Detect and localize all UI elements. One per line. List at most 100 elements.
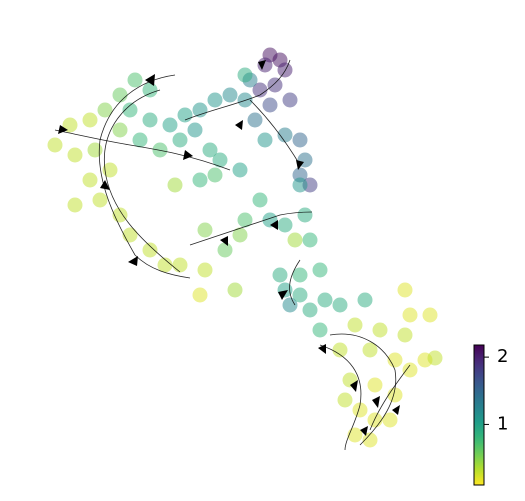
point (172, 257, 188, 273)
arrow (220, 236, 228, 246)
point (247, 112, 263, 128)
arrow (392, 405, 400, 415)
point (427, 350, 443, 366)
point (332, 297, 348, 313)
streamline (189, 211, 313, 246)
point (62, 117, 78, 133)
streamline (184, 59, 291, 121)
streamlines (54, 59, 411, 451)
point (207, 92, 223, 108)
point (112, 122, 128, 138)
point (387, 352, 403, 368)
point (352, 402, 368, 418)
point (292, 267, 308, 283)
point (312, 322, 328, 338)
point (67, 147, 83, 163)
point (267, 77, 283, 93)
point (142, 82, 158, 98)
point (237, 67, 253, 83)
point (367, 412, 383, 428)
point (197, 262, 213, 278)
point (292, 177, 308, 193)
arrow (350, 380, 358, 392)
point (187, 122, 203, 138)
point (142, 112, 158, 128)
arrow (278, 290, 288, 300)
point (192, 287, 208, 303)
point (122, 227, 138, 243)
point (362, 432, 378, 448)
point (67, 197, 83, 213)
point (232, 227, 248, 243)
arrow (235, 120, 243, 130)
point (312, 262, 328, 278)
arrow (58, 125, 68, 134)
point (162, 117, 178, 133)
arrow (318, 344, 326, 354)
streamline (289, 259, 301, 306)
point (82, 112, 98, 128)
point (217, 242, 233, 258)
point (302, 302, 318, 318)
point (317, 292, 333, 308)
arrow (270, 220, 278, 230)
point (252, 192, 268, 208)
point (142, 242, 158, 258)
point (292, 287, 308, 303)
point (102, 162, 118, 178)
point (397, 327, 413, 343)
colorbar-tick-label: 2 (497, 346, 508, 367)
point (127, 72, 143, 88)
arrow (372, 396, 380, 408)
arrow (360, 426, 368, 436)
point (197, 222, 213, 238)
point (272, 267, 288, 283)
point (282, 92, 298, 108)
colorbar (473, 344, 485, 486)
point (372, 322, 388, 338)
point (382, 412, 398, 428)
point (277, 127, 293, 143)
point (287, 232, 303, 248)
point (87, 142, 103, 158)
point (347, 317, 363, 333)
point (257, 132, 273, 148)
point (297, 207, 313, 223)
points (47, 47, 443, 448)
streamline (329, 333, 397, 446)
point (112, 87, 128, 103)
streamline (249, 99, 301, 166)
point (277, 62, 293, 78)
point (232, 162, 248, 178)
arrow (258, 60, 266, 70)
streamline (319, 344, 362, 451)
point (402, 307, 418, 323)
point (282, 297, 298, 313)
point (92, 192, 108, 208)
arrow (296, 160, 304, 170)
streamline (103, 89, 181, 273)
point (292, 132, 308, 148)
point (332, 342, 348, 358)
point (237, 212, 253, 228)
point (122, 102, 138, 118)
point (367, 377, 383, 393)
point (132, 132, 148, 148)
point (262, 97, 278, 113)
point (397, 282, 413, 298)
point (97, 102, 113, 118)
point (177, 107, 193, 123)
point (227, 282, 243, 298)
point (222, 87, 238, 103)
arrow (100, 180, 110, 190)
point (172, 132, 188, 148)
point (357, 292, 373, 308)
point (347, 427, 363, 443)
point (207, 167, 223, 183)
point (252, 82, 268, 98)
point (192, 102, 208, 118)
arrow (183, 150, 193, 160)
arrow (128, 256, 138, 266)
point (82, 172, 98, 188)
